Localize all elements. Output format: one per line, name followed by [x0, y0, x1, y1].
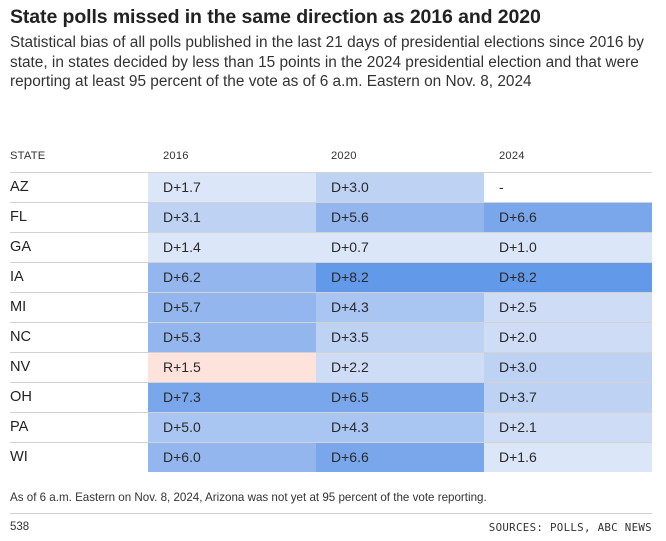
column-header-2016: 2016 [163, 150, 189, 162]
bias-cell-2024: D+2.1 [484, 413, 652, 442]
state-label: OH [10, 389, 32, 405]
bias-cell-2020: D+0.7 [316, 233, 484, 262]
column-header-2020: 2020 [331, 150, 357, 162]
state-label: PA [10, 419, 29, 435]
bias-cell-2016: D+6.0 [148, 443, 316, 472]
state-label: AZ [10, 179, 29, 195]
bias-cell-2020: D+5.6 [316, 203, 484, 232]
state-label: NV [10, 359, 31, 375]
bias-cell-2024: D+2.0 [484, 323, 652, 352]
footnote: As of 6 a.m. Eastern on Nov. 8, 2024, Ar… [10, 491, 487, 504]
bias-cell-2020: D+3.5 [316, 323, 484, 352]
bias-cell-2020: D+8.2 [316, 263, 484, 292]
bias-cell-2024: D+6.6 [484, 203, 652, 232]
table-row: NV R+1.5 D+2.2 D+3.0 [10, 352, 652, 382]
state-label: FL [10, 209, 28, 225]
bias-cell-2024: D+2.5 [484, 293, 652, 322]
footer-divider [10, 513, 652, 514]
table-row: WI D+6.0 D+6.6 D+1.6 [10, 442, 652, 472]
bias-cell-2024: D+1.6 [484, 443, 652, 472]
bias-cell-2016: D+3.1 [148, 203, 316, 232]
table-row: MI D+5.7 D+4.3 D+2.5 [10, 292, 652, 322]
bias-cell-2020: D+6.5 [316, 383, 484, 412]
state-label: IA [10, 269, 24, 285]
bias-cell-2016: R+1.5 [148, 353, 316, 382]
table-row: OH D+7.3 D+6.5 D+3.7 [10, 382, 652, 412]
bias-cell-2020: D+4.3 [316, 293, 484, 322]
brand-label: 538 [10, 521, 30, 533]
bias-cell-2024: D+3.7 [484, 383, 652, 412]
column-header-state: STATE [10, 150, 46, 162]
table-row: AZ D+1.7 D+3.0- [10, 172, 652, 202]
column-header-2024: 2024 [499, 150, 525, 162]
bias-cell-2016: D+5.3 [148, 323, 316, 352]
sources-label: SOURCES: POLLS, ABC NEWS [488, 521, 652, 534]
table-row: NC D+5.3 D+3.5 D+2.0 [10, 322, 652, 352]
table-body: AZ D+1.7 D+3.0- FL D+3.1 D+5.6 D+6.6 GA D+1.4 D+0… [10, 172, 652, 472]
table-row: PA D+5.0 D+4.3 D+2.1 [10, 412, 652, 442]
chart-subtitle: Statistical bias of all polls published … [10, 34, 644, 90]
bias-cell-2020: D+4.3 [316, 413, 484, 442]
bias-cell-2016: D+6.2 [148, 263, 316, 292]
table-row: IA D+6.2 D+8.2 D+8.2 [10, 262, 652, 292]
state-label: GA [10, 239, 32, 255]
table-row: GA D+1.4 D+0.7 D+1.0 [10, 232, 652, 262]
state-label: NC [10, 329, 32, 345]
bias-cell-2024: - [484, 173, 652, 202]
state-label: MI [10, 299, 27, 315]
bias-cell-2024: D+1.0 [484, 233, 652, 262]
state-label: WI [10, 449, 28, 465]
bias-cell-2016: D+1.4 [148, 233, 316, 262]
bias-cell-2024: D+8.2 [484, 263, 652, 292]
bias-cell-2016: D+1.7 [148, 173, 316, 202]
chart-title: State polls missed in the same direction… [10, 6, 541, 28]
bias-cell-2016: D+7.3 [148, 383, 316, 412]
bias-cell-2016: D+5.7 [148, 293, 316, 322]
bias-cell-2016: D+5.0 [148, 413, 316, 442]
table-row: FL D+3.1 D+5.6 D+6.6 [10, 202, 652, 232]
bias-cell-2020: D+3.0 [316, 173, 484, 202]
bias-cell-2024: D+3.0 [484, 353, 652, 382]
bias-cell-2020: D+2.2 [316, 353, 484, 382]
bias-cell-2020: D+6.6 [316, 443, 484, 472]
